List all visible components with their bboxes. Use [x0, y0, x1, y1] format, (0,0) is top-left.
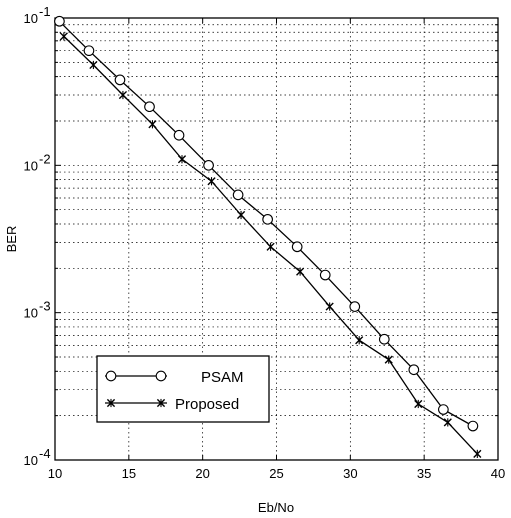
- y-tick-exponent: -1: [39, 4, 51, 19]
- data-point-psam: [438, 404, 449, 415]
- y-tick-label: 10 -4: [24, 446, 51, 468]
- y-tick-base: 10: [24, 11, 38, 26]
- data-point-proposed: [177, 155, 187, 164]
- grid: [55, 18, 498, 460]
- data-point-psam: [54, 15, 65, 27]
- series-proposed: [59, 32, 482, 459]
- legend: PSAM Proposed: [96, 355, 270, 423]
- legend-marker: [106, 398, 116, 408]
- legend-marker: [155, 370, 167, 382]
- y-tick-base: 10: [24, 453, 38, 468]
- data-point-proposed: [355, 336, 364, 345]
- y-tick-base: 10: [24, 306, 38, 321]
- x-tick-label: 30: [343, 466, 357, 481]
- legend-marker: [156, 398, 166, 408]
- data-point-proposed: [148, 120, 157, 129]
- x-tick-label: 20: [195, 466, 209, 481]
- y-tick-label: 10 -1: [24, 4, 51, 26]
- y-tick-labels: 10-110-210-310-4: [24, 4, 51, 468]
- x-tick-label: 25: [269, 466, 283, 481]
- legend-label: PSAM: [201, 369, 244, 386]
- data-point-proposed: [266, 242, 275, 251]
- data-point-psam: [408, 364, 420, 376]
- data-point-psam: [83, 45, 95, 57]
- series-psam: [54, 15, 479, 432]
- legend-entry: PSAM: [105, 369, 244, 386]
- y-tick-exponent: -3: [39, 299, 51, 314]
- x-tick-label: 10: [48, 466, 62, 481]
- x-tick-label: 15: [122, 466, 136, 481]
- series-layer: [54, 15, 482, 459]
- data-point-psam: [203, 159, 214, 171]
- legend-label: Proposed: [175, 396, 239, 413]
- data-point-proposed: [236, 210, 246, 220]
- legend-entry: Proposed: [105, 396, 239, 413]
- data-point-proposed: [296, 267, 305, 276]
- data-point-proposed: [325, 302, 334, 311]
- y-axis-label: BER: [4, 226, 19, 253]
- y-tick-label: 10 -2: [24, 151, 51, 173]
- data-point-psam: [114, 74, 126, 86]
- legend-box: [96, 355, 270, 423]
- data-point-proposed: [443, 418, 452, 427]
- data-point-proposed: [118, 90, 128, 100]
- x-tick-label: 35: [417, 466, 431, 481]
- data-point-psam: [349, 301, 361, 312]
- data-point-psam: [144, 101, 155, 113]
- data-point-proposed: [59, 32, 68, 41]
- x-tick-labels: 10 15 20 25 30 35 40: [48, 466, 505, 481]
- data-point-proposed: [207, 177, 216, 186]
- data-point-proposed: [89, 60, 98, 70]
- x-tick-label: 40: [491, 466, 505, 481]
- plot-frame: [54, 17, 499, 461]
- data-point-proposed: [384, 355, 393, 364]
- data-point-proposed: [414, 399, 423, 409]
- legend-marker: [105, 370, 117, 382]
- y-tick-label: 10 -3: [24, 299, 51, 321]
- x-axis-label: Eb/No: [258, 500, 294, 515]
- data-point-psam: [173, 129, 185, 141]
- data-point-psam: [291, 241, 303, 253]
- y-tick-exponent: -4: [39, 446, 51, 461]
- data-point-psam: [319, 269, 331, 281]
- data-point-psam: [467, 420, 479, 432]
- y-tick-exponent: -2: [39, 151, 51, 166]
- data-point-proposed: [473, 449, 482, 459]
- y-tick-base: 10: [24, 158, 38, 173]
- data-point-psam: [232, 189, 244, 201]
- data-point-psam: [262, 213, 273, 225]
- data-point-psam: [378, 333, 390, 345]
